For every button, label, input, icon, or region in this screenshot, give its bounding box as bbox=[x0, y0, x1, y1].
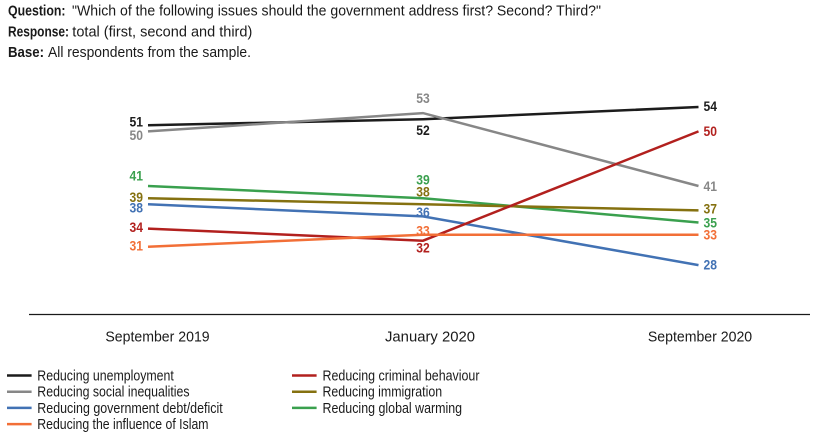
svg-text:"Which of the following issues: "Which of the following issues should th… bbox=[72, 3, 601, 20]
svg-text:total (first, second and third: total (first, second and third) bbox=[72, 23, 252, 40]
svg-text:Reducing social inequalities: Reducing social inequalities bbox=[37, 384, 189, 401]
svg-text:Base:: Base: bbox=[8, 44, 44, 61]
svg-text:41: 41 bbox=[704, 179, 718, 194]
svg-text:September 2020: September 2020 bbox=[648, 329, 752, 346]
svg-text:53: 53 bbox=[416, 91, 430, 106]
svg-text:41: 41 bbox=[130, 168, 144, 183]
svg-text:36: 36 bbox=[416, 205, 430, 220]
svg-text:All respondents from the sampl: All respondents from the sample. bbox=[48, 44, 251, 61]
svg-text:Reducing unemployment: Reducing unemployment bbox=[37, 368, 174, 385]
svg-text:38: 38 bbox=[416, 184, 430, 199]
svg-text:39: 39 bbox=[130, 190, 144, 205]
svg-text:50: 50 bbox=[704, 124, 718, 139]
svg-text:39: 39 bbox=[416, 172, 430, 187]
svg-text:50: 50 bbox=[130, 128, 144, 143]
svg-text:33: 33 bbox=[416, 223, 430, 238]
svg-text:51: 51 bbox=[130, 114, 144, 129]
svg-text:52: 52 bbox=[416, 123, 430, 138]
svg-text:January 2020: January 2020 bbox=[385, 329, 475, 346]
svg-text:Reducing immigration: Reducing immigration bbox=[323, 384, 443, 401]
svg-text:Reducing the influence of Isla: Reducing the influence of Islam bbox=[37, 416, 208, 433]
svg-text:28: 28 bbox=[704, 258, 718, 273]
svg-text:Reducing government debt/defic: Reducing government debt/deficit bbox=[37, 400, 223, 417]
svg-text:32: 32 bbox=[416, 241, 430, 256]
svg-text:38: 38 bbox=[130, 200, 144, 215]
svg-text:Reducing global warming: Reducing global warming bbox=[323, 400, 463, 417]
svg-text:Reducing criminal behaviour: Reducing criminal behaviour bbox=[323, 368, 480, 385]
svg-text:37: 37 bbox=[704, 201, 718, 216]
svg-text:Response:: Response: bbox=[8, 23, 69, 40]
svg-text:September 2019: September 2019 bbox=[105, 329, 209, 346]
svg-text:33: 33 bbox=[704, 228, 718, 243]
svg-text:Question:: Question: bbox=[8, 3, 66, 20]
svg-text:54: 54 bbox=[704, 99, 718, 114]
svg-text:34: 34 bbox=[130, 220, 144, 235]
svg-text:31: 31 bbox=[130, 238, 144, 253]
svg-text:35: 35 bbox=[704, 215, 718, 230]
